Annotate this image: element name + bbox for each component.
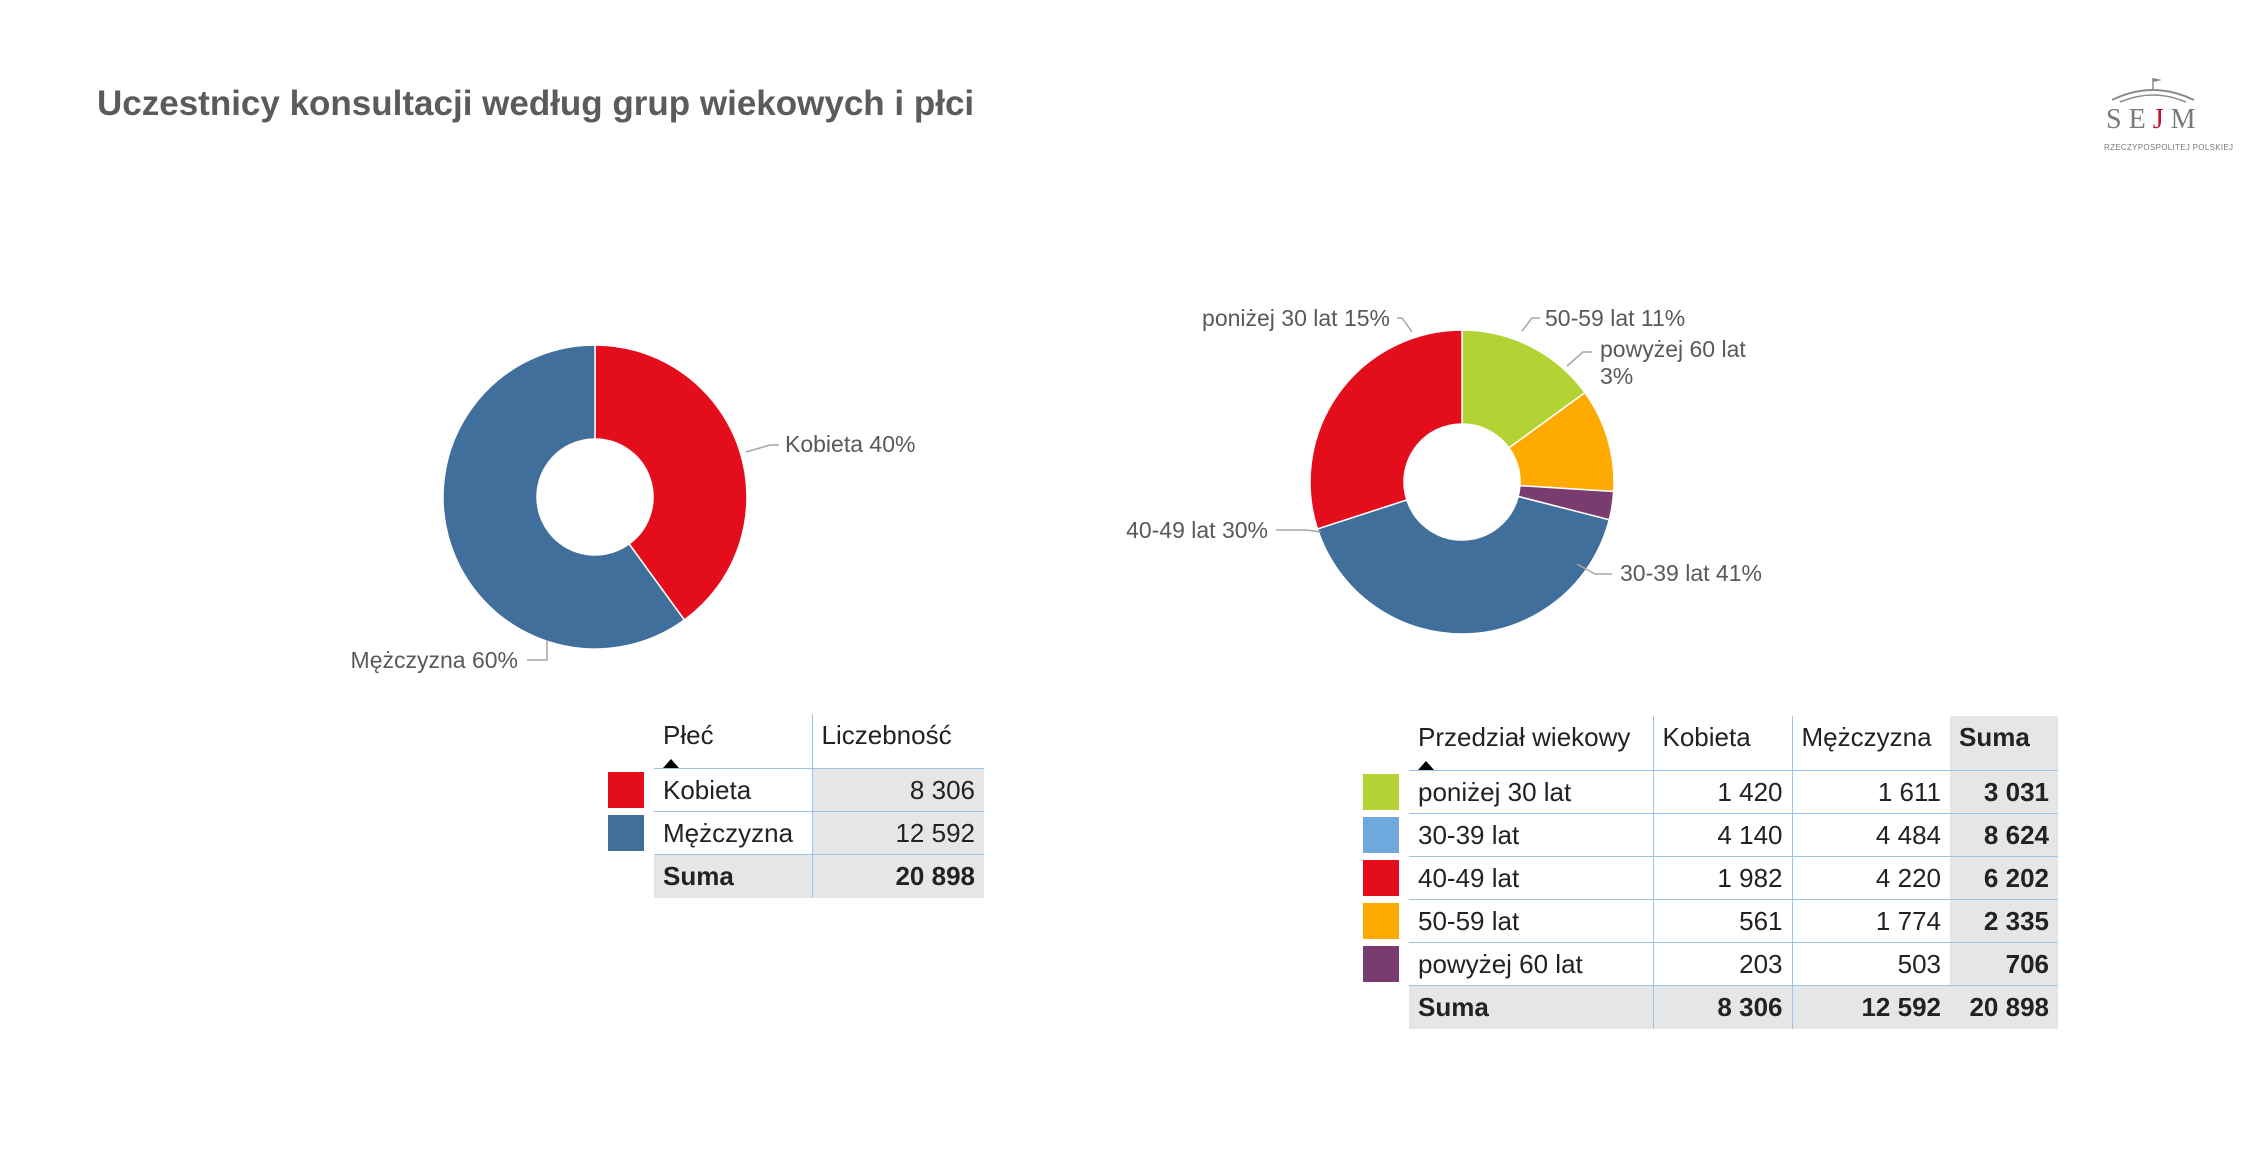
- table-row: Mężczyzna 12 592: [596, 811, 984, 855]
- row-value-mezczyzna: 503: [1791, 942, 1950, 986]
- legend-swatch-cell: [1351, 814, 1409, 857]
- row-value-mezczyzna: 4 220: [1791, 856, 1950, 900]
- row-value-suma: 706: [1950, 942, 2058, 986]
- row-label: poniżej 30 lat: [1409, 770, 1653, 814]
- column-header-kobieta[interactable]: Kobieta: [1652, 716, 1792, 771]
- row-value-kobieta: 203: [1652, 942, 1792, 986]
- pie-label-powyzej60-pct: 3%: [1600, 363, 1633, 389]
- row-value-kobieta: 1 982: [1652, 856, 1792, 900]
- legend-swatch-3: [1363, 903, 1399, 939]
- age-donut-chart: [1309, 329, 1615, 635]
- pie-label-powyzej60: powyżej 60 lat: [1600, 336, 1746, 362]
- legend-swatch-cell: [596, 769, 654, 812]
- legend-swatch-kobieta: [608, 772, 644, 808]
- legend-swatch-cell: [1351, 986, 1409, 1029]
- swatch-header: [596, 714, 654, 769]
- row-value: 12 592: [811, 811, 984, 855]
- table-total-row: Suma 8 306 12 592 20 898: [1351, 985, 2058, 1029]
- pie-label-kobieta: Kobieta 40%: [785, 431, 915, 457]
- pie-label-5059: 50-59 lat 11%: [1545, 305, 1685, 331]
- leader-line-4049: [1276, 529, 1322, 533]
- row-label: powyżej 60 lat: [1409, 942, 1653, 986]
- row-value-suma: 2 335: [1950, 899, 2058, 943]
- legend-swatch-cell: [1351, 900, 1409, 943]
- row-value: 8 306: [811, 768, 984, 812]
- logo-wordmark: SEJM: [2106, 104, 2203, 135]
- row-value-kobieta: 561: [1652, 899, 1792, 943]
- pie-slice-40-49-lat: [1309, 329, 1463, 530]
- pie-label-mezczyzna: Mężczyzna 60%: [351, 647, 518, 673]
- row-value-suma: 8 624: [1950, 813, 2058, 857]
- row-value-mezczyzna: 4 484: [1791, 813, 1950, 857]
- legend-swatch-cell: [596, 855, 654, 898]
- row-label: 40-49 lat: [1409, 856, 1653, 900]
- sejm-logo: [2111, 78, 2195, 103]
- pie-label-3039: 30-39 lat 41%: [1620, 560, 1762, 586]
- legend-swatch-4: [1363, 946, 1399, 982]
- row-label: 30-39 lat: [1409, 813, 1653, 857]
- row-value-suma: 6 202: [1950, 856, 2058, 900]
- table-row: 50-59 lat 561 1 774 2 335: [1351, 899, 2058, 943]
- total-value: 20 898: [1950, 985, 2058, 1029]
- row-value-mezczyzna: 1 611: [1791, 770, 1950, 814]
- legend-swatch-1: [1363, 817, 1399, 853]
- table-row: 40-49 lat 1 982 4 220 6 202: [1351, 856, 2058, 900]
- leader-line-ponizej30: [1397, 317, 1413, 333]
- leader-line-5059: [1521, 317, 1540, 332]
- swatch-header: [1351, 716, 1409, 771]
- row-value-suma: 3 031: [1950, 770, 2058, 814]
- legend-swatch-cell: [596, 812, 654, 855]
- column-header-liczebnosc[interactable]: Liczebność: [811, 714, 984, 769]
- gender-table: Płeć Liczebność Kobieta 8 306 Mężczyzna …: [596, 714, 984, 898]
- legend-swatch-2: [1363, 860, 1399, 896]
- column-header-suma[interactable]: Suma: [1950, 716, 2058, 771]
- age-table: Przedział wiekowy Kobieta Mężczyzna Suma…: [1351, 716, 2058, 1029]
- logo-subtitle: RZECZYPOSPOLITEJ POLSKIEJ: [2104, 143, 2234, 152]
- row-label: Kobieta: [654, 768, 812, 812]
- leader-line-mezczyzna: [527, 640, 548, 661]
- column-header-plec[interactable]: Płeć: [654, 714, 812, 769]
- sort-ascending-icon: [663, 759, 679, 768]
- table-total-row: Suma 20 898: [596, 854, 984, 898]
- total-value: 12 592: [1791, 985, 1950, 1029]
- pie-slice-30-39-lat: [1316, 495, 1611, 635]
- legend-swatch-mezczyzna: [608, 815, 644, 851]
- total-value: 20 898: [811, 854, 984, 898]
- legend-swatch-0: [1363, 774, 1399, 810]
- row-value-kobieta: 4 140: [1652, 813, 1792, 857]
- column-header-przedzial[interactable]: Przedział wiekowy: [1409, 716, 1653, 771]
- table-row: poniżej 30 lat 1 420 1 611 3 031: [1351, 770, 2058, 814]
- legend-swatch-cell: [1351, 943, 1409, 986]
- pie-label-4049: 40-49 lat 30%: [1126, 517, 1268, 543]
- pie-label-ponizej30: poniżej 30 lat 15%: [1202, 305, 1390, 331]
- table-row: Kobieta 8 306: [596, 768, 984, 812]
- pie-charts: Kobieta 40% Mężczyzna 60% poniżej 30 lat…: [351, 305, 1762, 673]
- leader-line-3039: [1576, 563, 1612, 575]
- row-label: Mężczyzna: [654, 811, 812, 855]
- page-title: Uczestnicy konsultacji według grup wieko…: [97, 84, 975, 123]
- leader-line-powyzej60: [1566, 351, 1592, 367]
- row-value-mezczyzna: 1 774: [1791, 899, 1950, 943]
- table-row: 30-39 lat 4 140 4 484 8 624: [1351, 813, 2058, 857]
- row-value-kobieta: 1 420: [1652, 770, 1792, 814]
- total-label: Suma: [1409, 985, 1653, 1029]
- pie-slice-kobieta: [594, 344, 748, 622]
- total-label: Suma: [654, 854, 812, 898]
- legend-swatch-cell: [1351, 857, 1409, 900]
- total-value: 8 306: [1652, 985, 1792, 1029]
- pie-slice-poniżej-30-lat: [1461, 329, 1587, 449]
- row-label: 50-59 lat: [1409, 899, 1653, 943]
- gender-donut-chart: [442, 344, 748, 650]
- column-header-mezczyzna[interactable]: Mężczyzna: [1791, 716, 1950, 771]
- leader-line-kobieta: [745, 444, 779, 453]
- legend-swatch-cell: [1351, 771, 1409, 814]
- sort-ascending-icon: [1418, 761, 1434, 770]
- table-row: powyżej 60 lat 203 503 706: [1351, 942, 2058, 986]
- pie-slice-mężczyzna: [442, 344, 686, 650]
